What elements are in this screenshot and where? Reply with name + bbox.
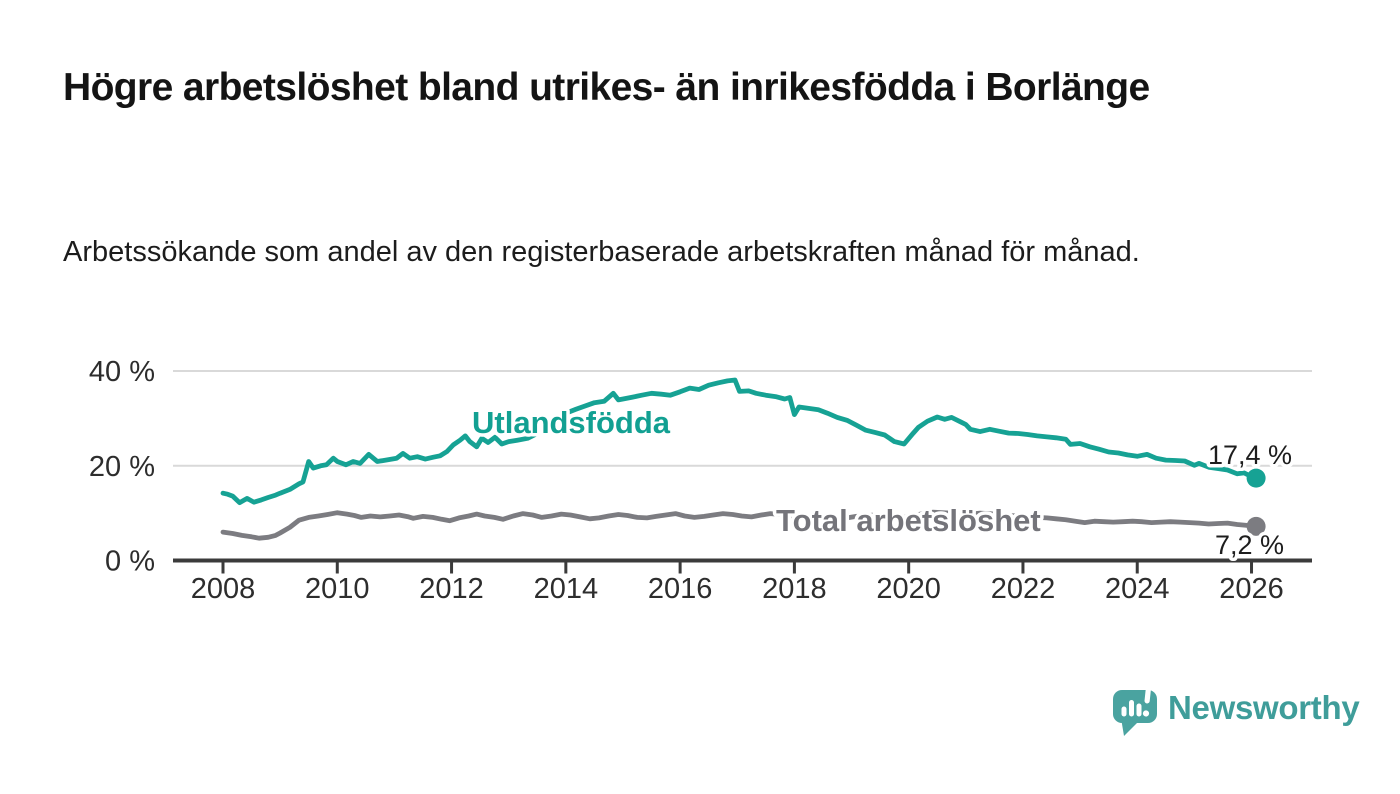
page-subtitle: Arbetssökande som andel av den registerb… bbox=[63, 236, 1140, 268]
x-tick-label: 2014 bbox=[534, 573, 599, 605]
newsworthy-icon bbox=[1113, 686, 1157, 736]
series-end-dot-1 bbox=[1246, 516, 1266, 536]
newsworthy-wordmark: Newsworthy bbox=[1168, 689, 1360, 726]
x-tick-label: 2026 bbox=[1219, 573, 1284, 605]
x-tick-label: 2024 bbox=[1105, 573, 1170, 605]
x-tick-label: 2010 bbox=[305, 573, 370, 605]
x-tick-label: 2008 bbox=[191, 573, 256, 605]
newsworthy-logo[interactable]: Newsworthy bbox=[1113, 686, 1360, 742]
x-tick-label: 2016 bbox=[648, 573, 713, 605]
series-label-0: Utlandsfödda bbox=[472, 405, 671, 440]
x-tick-label: 2020 bbox=[876, 573, 941, 605]
y-tick-label: 40 % bbox=[89, 356, 155, 388]
y-tick-label: 0 % bbox=[105, 546, 155, 578]
series-line-0 bbox=[220, 377, 1259, 506]
series-end-dot-0 bbox=[1246, 468, 1266, 488]
x-tick-label: 2012 bbox=[419, 573, 484, 605]
series-end-value-0: 17,4 % bbox=[1208, 440, 1292, 470]
x-tick-label: 2022 bbox=[991, 573, 1056, 605]
y-tick-label: 20 % bbox=[89, 451, 155, 483]
series-line-1 bbox=[220, 509, 1259, 541]
page-title: Högre arbetslöshet bland utrikes- än inr… bbox=[63, 66, 1150, 109]
x-tick-label: 2018 bbox=[762, 573, 827, 605]
series-end-value-1: 7,2 % bbox=[1215, 530, 1284, 560]
series-label-1: Total arbetslöshet bbox=[776, 503, 1041, 538]
